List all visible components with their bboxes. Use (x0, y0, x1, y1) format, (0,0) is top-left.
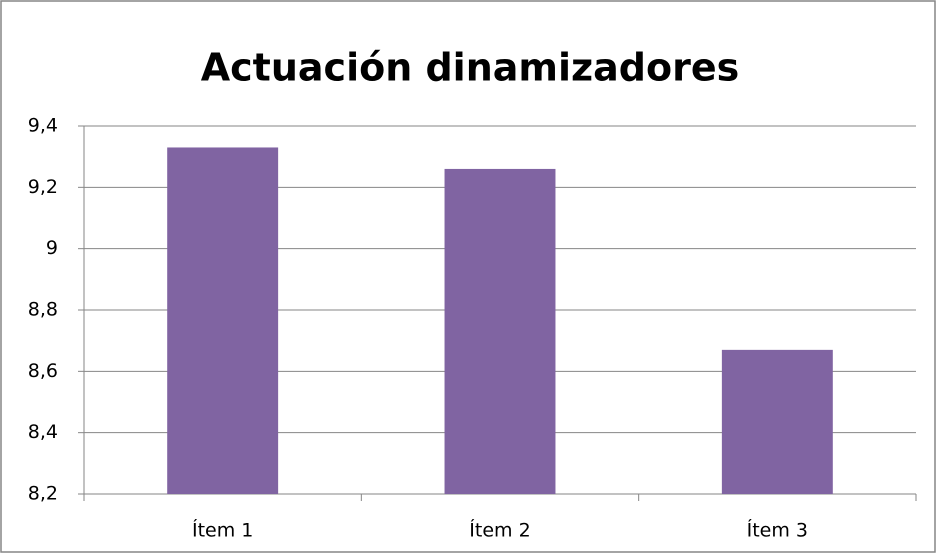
y-tick-label: 9 (46, 237, 58, 259)
x-tick-label: Ítem 2 (469, 519, 530, 542)
y-tick-label: 8,8 (28, 299, 58, 321)
y-tick-label: 9,2 (28, 176, 58, 198)
y-tick-label: 9,4 (28, 115, 58, 137)
y-tick-label: 8,2 (28, 483, 58, 505)
bar (444, 168, 556, 494)
y-tick-label: 8,6 (28, 360, 58, 382)
y-tick-label: 8,4 (28, 421, 58, 443)
x-tick-label: Ítem 1 (192, 519, 253, 542)
bar (721, 349, 833, 494)
chart-title: Actuación dinamizadores (201, 46, 739, 90)
x-tick-label: Ítem 3 (747, 519, 808, 542)
bar (167, 147, 279, 494)
